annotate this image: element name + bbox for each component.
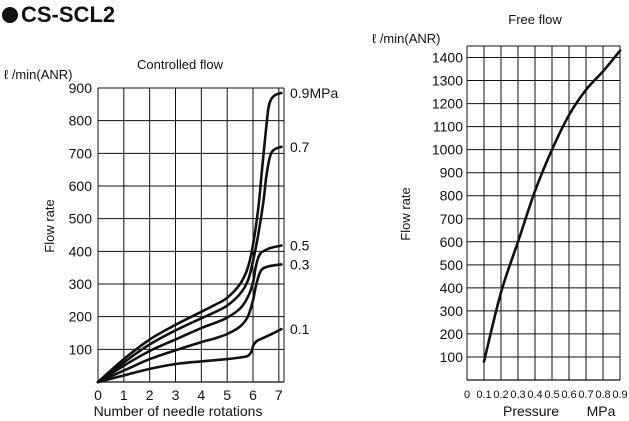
controlled-flow-chart: ℓ /min(ANR) Controlled flow Flow rate Nu… bbox=[4, 57, 338, 419]
right-y-tick-label: 1000 bbox=[432, 142, 463, 158]
right-xunit: MPa bbox=[587, 403, 616, 419]
left-x-tick-label: 5 bbox=[223, 387, 231, 403]
right-y-tick-label: 500 bbox=[440, 257, 464, 273]
left-grid bbox=[97, 87, 285, 383]
left-series-label: 0.9MPa bbox=[290, 85, 338, 101]
left-yunit-label: ℓ /min(ANR) bbox=[4, 67, 72, 82]
left-series-label: 0.3 bbox=[290, 256, 310, 272]
right-y-tick-label: 100 bbox=[440, 349, 464, 365]
left-x-tick-label: 0 bbox=[94, 387, 102, 403]
left-series-line bbox=[96, 145, 283, 384]
left-series-label: 0.5 bbox=[290, 237, 310, 253]
right-x-tick-label: 0.6 bbox=[561, 389, 576, 401]
left-y-tick-label: 100 bbox=[69, 341, 93, 357]
left-x-tick-label: 7 bbox=[275, 387, 283, 403]
left-y-tick-label: 500 bbox=[69, 211, 93, 227]
right-yunit-label: ℓ /min(ANR) bbox=[372, 31, 440, 46]
right-ylabel: Flow rate bbox=[398, 187, 413, 240]
right-x-tick-label: 0 bbox=[464, 389, 470, 401]
left-x-tick-label: 1 bbox=[120, 387, 128, 403]
right-y-tick-label: 200 bbox=[440, 326, 464, 342]
right-x-tick-label: 0.5 bbox=[544, 389, 559, 401]
right-x-tick-label: 0.9 bbox=[612, 389, 627, 401]
right-y-tick-label: 800 bbox=[440, 188, 464, 204]
left-y-tick-label: 800 bbox=[69, 113, 93, 129]
left-y-tick-label: 600 bbox=[69, 178, 93, 194]
left-series-line bbox=[96, 244, 283, 384]
right-x-tick-label: 0.4 bbox=[527, 389, 542, 401]
left-tick-labels: 0 1 2 3 4 5 6 7 100 200 300 400 500 600 700 800 900 bbox=[69, 80, 283, 403]
right-y-tick-label: 700 bbox=[440, 211, 464, 227]
left-y-tick-label: 400 bbox=[69, 243, 93, 259]
left-x-tick-label: 4 bbox=[197, 387, 205, 403]
title-bullet-icon bbox=[2, 7, 18, 23]
left-y-tick-label: 200 bbox=[69, 309, 93, 325]
right-xlabel: Pressure bbox=[503, 403, 559, 419]
left-series-line bbox=[96, 91, 283, 384]
page-title-text: CS-SCL2 bbox=[21, 2, 116, 27]
left-series: 0.9MPa 0.7 0.5 0.3 0.1 bbox=[96, 85, 338, 384]
right-tick-labels: 0 0.1 0.2 0.3 0.4 0.5 0.6 0.7 0.8 0.9 100 200 300 400… bbox=[432, 50, 628, 401]
left-y-tick-label: 700 bbox=[69, 145, 93, 161]
right-x-tick-label: 0.2 bbox=[493, 389, 508, 401]
left-y-tick-label: 300 bbox=[69, 276, 93, 292]
right-chart-title: Free flow bbox=[508, 12, 562, 27]
right-x-tick-label: 0.3 bbox=[510, 389, 525, 401]
right-y-tick-label: 1200 bbox=[432, 96, 463, 112]
right-y-tick-label: 1400 bbox=[432, 50, 463, 66]
right-y-tick-label: 300 bbox=[440, 303, 464, 319]
left-series-label: 0.7 bbox=[290, 139, 310, 155]
left-chart-title: Controlled flow bbox=[137, 57, 224, 72]
left-series-label: 0.1 bbox=[290, 321, 310, 337]
right-y-tick-label: 400 bbox=[440, 280, 464, 296]
right-y-tick-label: 600 bbox=[440, 234, 464, 250]
right-y-tick-label: 1100 bbox=[433, 119, 463, 135]
right-grid bbox=[466, 45, 621, 381]
right-series bbox=[482, 49, 622, 363]
left-x-tick-label: 2 bbox=[146, 387, 154, 403]
left-xlabel: Number of needle rotations bbox=[94, 403, 263, 419]
right-y-tick-label: 900 bbox=[440, 165, 464, 181]
left-series-line bbox=[96, 263, 283, 384]
free-flow-chart: ℓ /min(ANR) Free flow Flow rate Pressure… bbox=[372, 12, 628, 419]
right-x-tick-label: 0.7 bbox=[578, 389, 593, 401]
left-x-tick-label: 6 bbox=[249, 387, 257, 403]
right-x-tick-label: 0.8 bbox=[595, 389, 610, 401]
left-x-tick-label: 3 bbox=[172, 387, 180, 403]
left-ylabel: Flow rate bbox=[42, 199, 57, 252]
right-x-tick-label: 0.1 bbox=[476, 389, 491, 401]
left-series-line bbox=[96, 327, 283, 384]
right-y-tick-label: 1300 bbox=[432, 73, 463, 89]
right-series-line bbox=[482, 49, 622, 363]
page-title: CS-SCL2 bbox=[2, 2, 115, 28]
left-y-tick-label: 900 bbox=[69, 80, 93, 96]
